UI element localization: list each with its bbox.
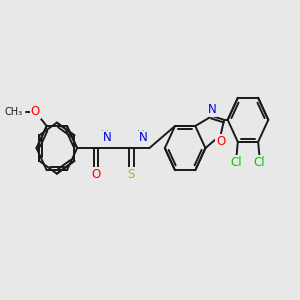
Text: N: N xyxy=(138,131,147,144)
Text: N: N xyxy=(208,103,216,116)
Text: CH₃: CH₃ xyxy=(5,107,23,117)
Text: H: H xyxy=(137,130,145,140)
Text: O: O xyxy=(91,168,100,181)
Text: O: O xyxy=(31,105,40,118)
Text: H: H xyxy=(101,130,109,140)
Text: Cl: Cl xyxy=(230,156,242,170)
Text: N: N xyxy=(103,131,111,144)
Text: S: S xyxy=(128,168,135,181)
Text: Cl: Cl xyxy=(254,156,266,170)
Text: O: O xyxy=(216,135,225,148)
